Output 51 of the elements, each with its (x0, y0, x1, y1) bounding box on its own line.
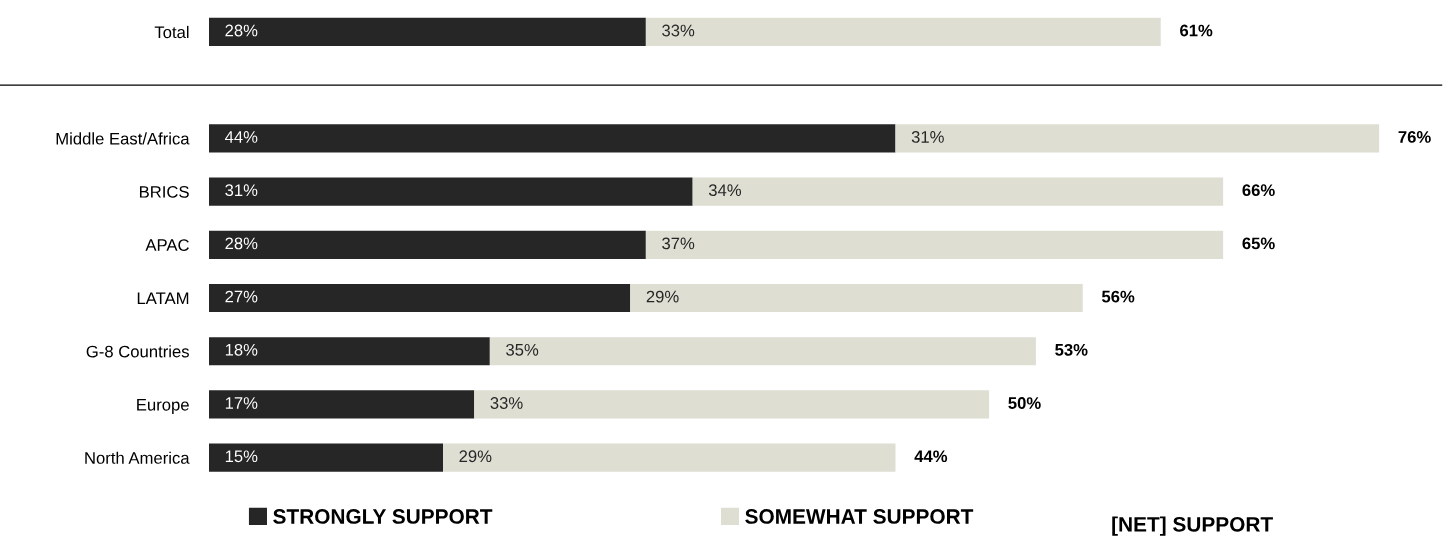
y-tick-label: G-8 Countries (86, 345, 189, 358)
y-tick-label: Middle East/Africa (56, 132, 190, 145)
bar (630, 283, 1083, 313)
data-label: 33% (490, 397, 523, 409)
total-label: 66% (1242, 184, 1275, 197)
bar (209, 283, 631, 313)
bar (474, 390, 990, 419)
y-tick-label: Total (154, 25, 189, 39)
legend-label: SOMEWHAT SUPPORT (745, 509, 974, 524)
bar (489, 337, 1036, 366)
bar (209, 337, 490, 366)
bar (209, 124, 896, 153)
data-label: 15% (225, 450, 258, 463)
data-label: 28% (225, 24, 258, 37)
bar (443, 443, 896, 472)
y-tick-label: North America (85, 451, 190, 464)
text: [NET] SUPPORT (1112, 516, 1273, 536)
legend-label: STRONGLY SUPPORT (273, 509, 493, 524)
data-label: 18% (225, 343, 258, 356)
data-label: 31% (225, 184, 258, 197)
total-label: 65% (1242, 237, 1275, 250)
bar (895, 124, 1380, 153)
bar (645, 17, 1161, 47)
data-label: 27% (225, 290, 258, 303)
bar (209, 390, 475, 419)
total-label: 50% (1008, 397, 1041, 409)
total-label: 53% (1055, 343, 1088, 356)
data-label: 29% (459, 450, 492, 463)
total-label: 56% (1101, 290, 1135, 303)
data-label: 34% (708, 184, 742, 197)
data-label: 29% (646, 290, 679, 303)
bar (209, 17, 646, 47)
bar (209, 230, 646, 259)
data-label: 37% (662, 237, 695, 250)
bar (209, 443, 444, 472)
y-tick-label: BRICS (139, 185, 189, 198)
bar (692, 177, 1224, 206)
total-label: 61% (1180, 24, 1213, 37)
y-tick-label: APAC (145, 239, 189, 251)
y-tick-label: LATAM (137, 292, 189, 305)
data-label: 17% (225, 397, 258, 409)
bar (209, 177, 693, 206)
total-label: 44% (914, 450, 948, 463)
data-label: 31% (911, 131, 944, 143)
data-label: 28% (225, 237, 258, 250)
data-label: 33% (662, 24, 695, 37)
data-label: 35% (506, 343, 539, 356)
total-label: 76% (1398, 131, 1431, 143)
data-label: 44% (224, 131, 258, 143)
bar (645, 230, 1224, 259)
y-tick-label: Europe (137, 399, 189, 414)
